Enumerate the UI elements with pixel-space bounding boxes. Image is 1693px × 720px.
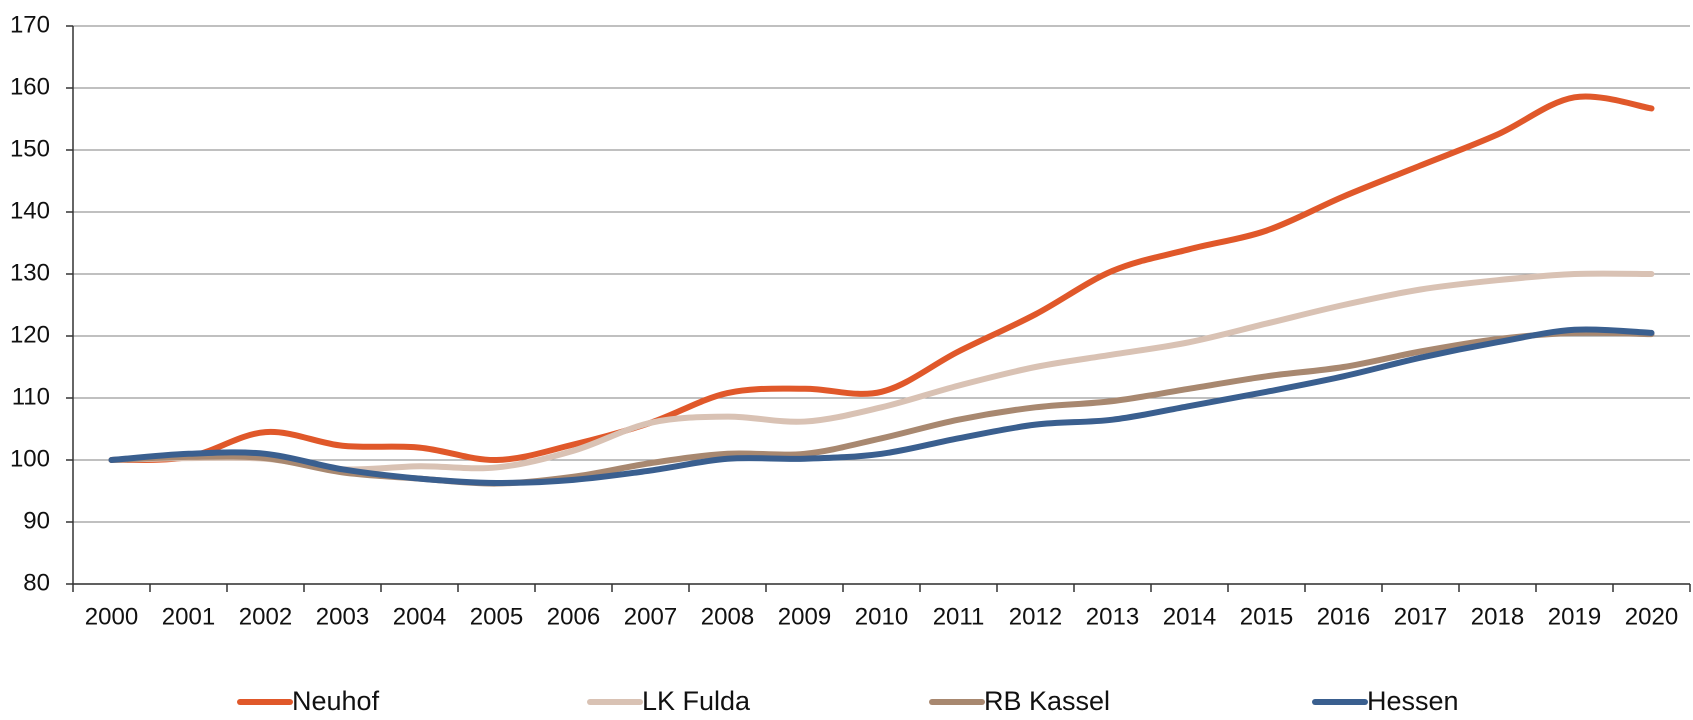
x-tick-label: 2013 bbox=[1086, 603, 1139, 630]
legend-label: Hessen bbox=[1367, 686, 1459, 716]
x-tick-label: 2018 bbox=[1471, 603, 1524, 630]
legend-label: Neuhof bbox=[292, 686, 380, 716]
x-tick-label: 2014 bbox=[1163, 603, 1216, 630]
y-tick-label: 140 bbox=[10, 197, 50, 224]
series-line bbox=[108, 326, 1655, 486]
x-tick-label: 2008 bbox=[701, 603, 754, 630]
y-tick-label: 170 bbox=[10, 11, 50, 38]
y-tick-label: 150 bbox=[10, 135, 50, 162]
x-tick-label: 2012 bbox=[1009, 603, 1062, 630]
y-tick-label: 160 bbox=[10, 73, 50, 100]
legend-item: LK Fulda bbox=[587, 686, 751, 716]
x-tick-label: 2007 bbox=[624, 603, 677, 630]
y-tick-label: 110 bbox=[12, 383, 50, 410]
x-tick-label: 2019 bbox=[1548, 603, 1601, 630]
x-tick-label: 2009 bbox=[778, 603, 831, 630]
legend-label: LK Fulda bbox=[642, 686, 751, 716]
x-tick-label: 2006 bbox=[547, 603, 600, 630]
x-tick-label: 2002 bbox=[239, 603, 292, 630]
x-tick-label: 2004 bbox=[393, 603, 446, 630]
series-line bbox=[108, 270, 1655, 473]
legend-item: Neuhof bbox=[237, 686, 380, 716]
y-tick-label: 80 bbox=[23, 569, 50, 596]
x-tick-label: 2016 bbox=[1317, 603, 1370, 630]
y-tick-label: 100 bbox=[10, 445, 50, 472]
y-tick-label: 90 bbox=[23, 507, 50, 534]
x-tick-label: 2010 bbox=[855, 603, 908, 630]
legend-item: RB Kassel bbox=[929, 686, 1110, 716]
y-tick-label: 130 bbox=[10, 259, 50, 286]
x-tick-label: 2020 bbox=[1625, 603, 1678, 630]
x-tick-label: 2001 bbox=[162, 603, 215, 630]
series-line bbox=[108, 93, 1655, 464]
legend-label: RB Kassel bbox=[984, 686, 1110, 716]
x-tick-label: 2003 bbox=[316, 603, 369, 630]
x-tick-label: 2000 bbox=[85, 603, 138, 630]
x-tick-label: 2005 bbox=[470, 603, 523, 630]
x-tick-label: 2015 bbox=[1240, 603, 1293, 630]
x-tick-label: 2017 bbox=[1394, 603, 1447, 630]
x-tick-label: 2011 bbox=[933, 603, 985, 630]
y-tick-label: 120 bbox=[10, 321, 50, 348]
legend-item: Hessen bbox=[1312, 686, 1459, 716]
